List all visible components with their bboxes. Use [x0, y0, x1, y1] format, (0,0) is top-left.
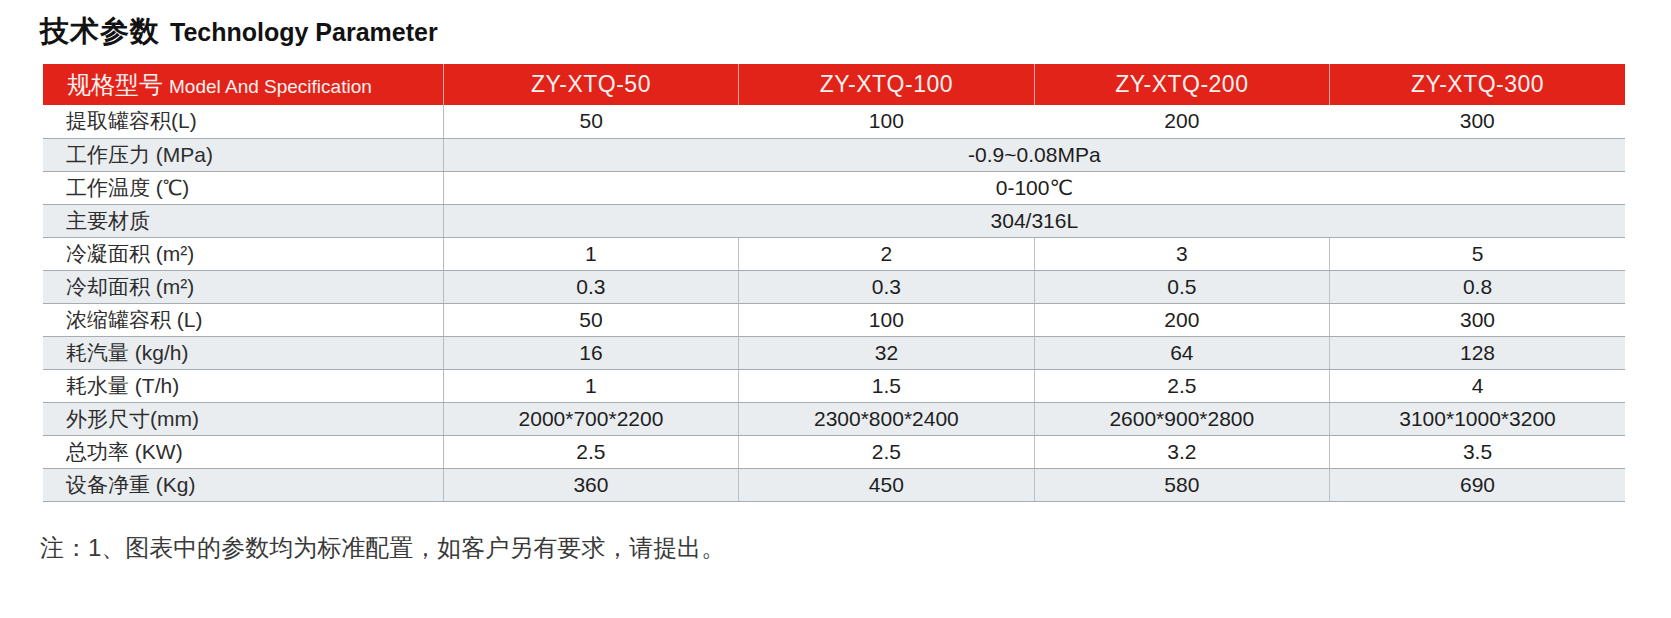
spec-value: 2600*900*2800 — [1034, 402, 1329, 435]
spec-value: 690 — [1330, 468, 1625, 501]
spec-row-total-power: 总功率 (KW) 2.5 2.5 3.2 3.5 — [43, 435, 1625, 468]
spec-value: 3.5 — [1330, 435, 1625, 468]
spec-row-extract-tank-volume: 提取罐容积(L) 50 100 200 300 — [43, 105, 1625, 138]
row-label: 冷却面积 (m²) — [43, 270, 443, 303]
spec-value: 3100*1000*3200 — [1330, 402, 1625, 435]
spec-row-main-material: 主要材质 304/316L — [43, 204, 1625, 237]
spec-value: 3 — [1034, 237, 1329, 270]
spec-value: 450 — [739, 468, 1034, 501]
page-title: 技术参数 Technology Parameter — [40, 12, 438, 52]
page-title-zh: 技术参数 — [40, 15, 160, 47]
spec-value: 200 — [1034, 303, 1329, 336]
spec-value: 360 — [443, 468, 738, 501]
spec-row-steam-consumption: 耗汽量 (kg/h) 16 32 64 128 — [43, 336, 1625, 369]
spec-header-label-en: Model And Specification — [169, 76, 372, 97]
row-label: 外形尺寸(mm) — [43, 402, 443, 435]
spec-value: 2.5 — [739, 435, 1034, 468]
row-label: 设备净重 (Kg) — [43, 468, 443, 501]
row-label: 工作压力 (MPa) — [43, 138, 443, 171]
spec-value-merged: 0-100℃ — [443, 171, 1625, 204]
table-note: 注：1、图表中的参数均为标准配置，如客户另有要求，请提出。 — [40, 532, 725, 564]
spec-value: 50 — [443, 303, 738, 336]
model-header-1: ZY-XTQ-50 — [443, 64, 738, 105]
spec-value: 5 — [1330, 237, 1625, 270]
spec-value: 2300*800*2400 — [739, 402, 1034, 435]
spec-row-overall-dimensions: 外形尺寸(mm) 2000*700*2200 2300*800*2400 260… — [43, 402, 1625, 435]
row-label: 耗汽量 (kg/h) — [43, 336, 443, 369]
spec-value: 580 — [1034, 468, 1329, 501]
table-header-row: 规格型号 Model And Specification ZY-XTQ-50 ZY… — [43, 64, 1625, 105]
spec-value: 4 — [1330, 369, 1625, 402]
model-header-4: ZY-XTQ-300 — [1330, 64, 1625, 105]
spec-value: 64 — [1034, 336, 1329, 369]
spec-table: 规格型号 Model And Specification ZY-XTQ-50 ZY… — [43, 64, 1625, 502]
spec-value: 2.5 — [1034, 369, 1329, 402]
spec-header-label-zh: 规格型号 — [67, 71, 163, 98]
spec-value: 100 — [739, 303, 1034, 336]
spec-value: 3.2 — [1034, 435, 1329, 468]
spec-value: 0.3 — [443, 270, 738, 303]
spec-value: 32 — [739, 336, 1034, 369]
spec-value-merged: -0.9~0.08MPa — [443, 138, 1625, 171]
row-label: 冷凝面积 (m²) — [43, 237, 443, 270]
spec-row-working-pressure: 工作压力 (MPa) -0.9~0.08MPa — [43, 138, 1625, 171]
row-label: 总功率 (KW) — [43, 435, 443, 468]
spec-row-concentration-tank-volume: 浓缩罐容积 (L) 50 100 200 300 — [43, 303, 1625, 336]
spec-header-label: 规格型号 Model And Specification — [43, 64, 443, 105]
spec-value: 0.5 — [1034, 270, 1329, 303]
spec-value: 50 — [443, 105, 738, 138]
row-label: 主要材质 — [43, 204, 443, 237]
spec-row-cooling-area: 冷却面积 (m²) 0.3 0.3 0.5 0.8 — [43, 270, 1625, 303]
row-label: 浓缩罐容积 (L) — [43, 303, 443, 336]
spec-row-condensing-area: 冷凝面积 (m²) 1 2 3 5 — [43, 237, 1625, 270]
spec-value: 1.5 — [739, 369, 1034, 402]
spec-value: 0.3 — [739, 270, 1034, 303]
spec-value-merged: 304/316L — [443, 204, 1625, 237]
row-label: 提取罐容积(L) — [43, 105, 443, 138]
spec-row-water-consumption: 耗水量 (T/h) 1 1.5 2.5 4 — [43, 369, 1625, 402]
spec-value: 300 — [1330, 303, 1625, 336]
spec-value: 0.8 — [1330, 270, 1625, 303]
spec-value: 2000*700*2200 — [443, 402, 738, 435]
row-label: 耗水量 (T/h) — [43, 369, 443, 402]
spec-value: 16 — [443, 336, 738, 369]
spec-value: 100 — [739, 105, 1034, 138]
spec-value: 2.5 — [443, 435, 738, 468]
spec-value: 1 — [443, 237, 738, 270]
page-title-en: Technology Parameter — [170, 18, 438, 46]
spec-value: 300 — [1330, 105, 1625, 138]
model-header-2: ZY-XTQ-100 — [739, 64, 1034, 105]
row-label: 工作温度 (℃) — [43, 171, 443, 204]
spec-value: 128 — [1330, 336, 1625, 369]
spec-value: 2 — [739, 237, 1034, 270]
spec-value: 200 — [1034, 105, 1329, 138]
spec-row-net-weight: 设备净重 (Kg) 360 450 580 690 — [43, 468, 1625, 501]
model-header-3: ZY-XTQ-200 — [1034, 64, 1329, 105]
spec-value: 1 — [443, 369, 738, 402]
spec-row-working-temperature: 工作温度 (℃) 0-100℃ — [43, 171, 1625, 204]
